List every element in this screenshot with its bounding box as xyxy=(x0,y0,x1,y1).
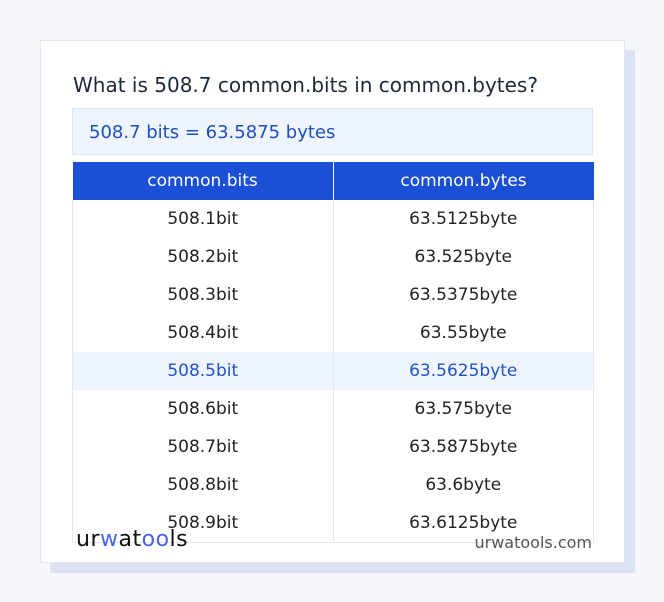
bytes-cell: 63.5875byte xyxy=(332,428,594,466)
conversion-result: 508.7 bits = 63.5875 bytes xyxy=(72,108,593,155)
table-row: 508.9bit 63.6125byte xyxy=(72,504,594,543)
bits-cell: 508.8bit xyxy=(72,466,334,504)
bytes-cell: 63.5625byte xyxy=(332,352,594,390)
urwatools-logo[interactable]: urwatools xyxy=(76,527,189,552)
table-row: 508.4bit 63.55byte xyxy=(72,314,594,352)
table-row: 508.8bit 63.6byte xyxy=(72,466,594,504)
column-header-bytes: common.bytes xyxy=(332,162,594,200)
table-row: 508.2bit 63.525byte xyxy=(72,238,594,276)
bits-cell: 508.9bit xyxy=(72,504,334,543)
bytes-cell: 63.5375byte xyxy=(332,276,594,314)
table-row: 508.1bit 63.5125byte xyxy=(72,200,594,238)
bits-cell: 508.2bit xyxy=(72,238,334,276)
table-row: 508.5bit 63.5625byte xyxy=(72,352,594,390)
bytes-cell: 63.6byte xyxy=(332,466,594,504)
table-row: 508.6bit 63.575byte xyxy=(72,390,594,428)
table-row: 508.7bit 63.5875byte xyxy=(72,428,594,466)
bits-cell: 508.3bit xyxy=(72,276,334,314)
bits-cell: 508.6bit xyxy=(72,390,334,428)
column-header-bits: common.bits xyxy=(72,162,333,200)
bytes-cell: 63.6125byte xyxy=(332,504,594,543)
bytes-cell: 63.575byte xyxy=(332,390,594,428)
page-title: What is 508.7 common.bits in common.byte… xyxy=(73,73,538,97)
bytes-cell: 63.525byte xyxy=(332,238,594,276)
site-link[interactable]: urwatools.com xyxy=(474,533,593,552)
bits-cell: 508.4bit xyxy=(72,314,334,352)
bits-cell: 508.7bit xyxy=(72,428,334,466)
conversion-table: common.bits common.bytes 508.1bit 63.5125… xyxy=(72,162,594,543)
table-row: 508.3bit 63.5375byte xyxy=(72,276,594,314)
converter-card: What is 508.7 common.bits in common.byte… xyxy=(40,40,625,563)
bits-cell: 508.5bit xyxy=(72,352,334,390)
bits-cell: 508.1bit xyxy=(72,200,334,238)
bytes-cell: 63.5125byte xyxy=(332,200,594,238)
bytes-cell: 63.55byte xyxy=(332,314,594,352)
